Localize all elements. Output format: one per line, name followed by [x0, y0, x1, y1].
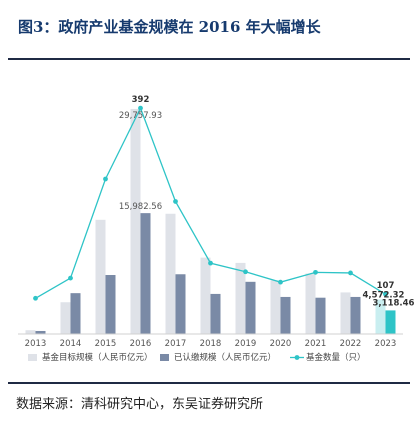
- legend: 基金目标规模（人民币亿元） 已认缴规模（人民币亿元） 基金数量（只）: [28, 352, 366, 363]
- x-tick-2015: 2015: [95, 339, 117, 349]
- data-label-1: 29,757.93: [119, 111, 162, 121]
- data-label-4: 4,572.32: [363, 290, 405, 300]
- bar-target-2015: [95, 219, 106, 334]
- legend-count-label: 基金数量（只）: [306, 352, 366, 363]
- bottom-rule: [8, 382, 410, 384]
- bar-target-2022: [340, 292, 351, 334]
- point-fund-count-2016: [138, 105, 143, 111]
- point-fund-count-2020: [278, 279, 283, 285]
- data-label-5: 3,118.46: [373, 298, 415, 308]
- x-tick-2018: 2018: [200, 339, 222, 349]
- x-tick-2016: 2016: [130, 339, 152, 349]
- bars-group: [18, 108, 403, 335]
- point-fund-count-2018: [208, 260, 213, 266]
- bar-target-2018: [200, 257, 211, 334]
- point-fund-count-2015: [103, 176, 108, 182]
- data-label-2: 15,982.56: [119, 202, 162, 212]
- point-fund-count-2017: [173, 199, 178, 204]
- bar-target-2020: [270, 280, 281, 334]
- point-fund-count-2019: [243, 269, 248, 275]
- line-group: [33, 105, 388, 301]
- legend-target-swatch: [28, 354, 37, 361]
- bar-paid-2016: [140, 213, 151, 334]
- x-tick-2023: 2023: [375, 339, 397, 349]
- x-axis-ticks: 2013 2014 2015 2016 2017 2018 2019 2020 2021 2022…: [25, 339, 397, 349]
- figure-title: 图3：政府产业基金规模在 2016 年大幅增长: [18, 18, 321, 36]
- bar-paid-2015: [105, 275, 116, 334]
- point-fund-count-2023: [383, 291, 388, 297]
- bar-target-2023: [375, 299, 386, 334]
- x-tick-2020: 2020: [270, 339, 292, 349]
- x-tick-2022: 2022: [340, 339, 362, 349]
- source-note: 数据来源：清科研究中心，东吴证券研究所: [16, 397, 264, 412]
- x-tick-2014: 2014: [60, 339, 82, 349]
- top-rule: [8, 58, 410, 60]
- bar-target-2016: [130, 108, 141, 334]
- x-tick-2021: 2021: [305, 339, 327, 349]
- bar-paid-2018: [210, 293, 221, 334]
- point-fund-count-2022: [348, 270, 353, 276]
- bar-paid-2022: [350, 296, 361, 334]
- bar-target-2021: [305, 273, 316, 334]
- bar-paid-2017: [175, 274, 186, 334]
- bar-paid-2019: [245, 281, 256, 334]
- bar-target-2013: [25, 330, 36, 334]
- point-fund-count-2021: [313, 269, 318, 275]
- bar-paid-2013: [35, 330, 46, 334]
- bar-paid-2023: [385, 310, 396, 334]
- bar-target-2014: [60, 302, 71, 334]
- data-label-3: 107: [377, 281, 395, 291]
- point-fund-count-2013: [33, 295, 38, 301]
- x-tick-2017: 2017: [165, 339, 187, 349]
- point-fund-count-2014: [68, 275, 73, 281]
- legend-paid-label: 已认缴规模（人民币亿元）: [174, 352, 276, 363]
- legend-count-swatch-dot: [294, 355, 300, 360]
- bar-paid-2014: [70, 293, 81, 334]
- bar-paid-2020: [280, 296, 291, 334]
- bar-target-2019: [235, 262, 246, 334]
- data-label-0: 392: [132, 95, 150, 105]
- x-tick-2013: 2013: [25, 339, 47, 349]
- legend-paid-swatch: [160, 354, 169, 361]
- bar-target-2017: [165, 213, 176, 334]
- legend-target-label: 基金目标规模（人民币亿元）: [42, 352, 153, 363]
- bar-paid-2021: [315, 297, 326, 334]
- x-tick-2019: 2019: [235, 339, 257, 349]
